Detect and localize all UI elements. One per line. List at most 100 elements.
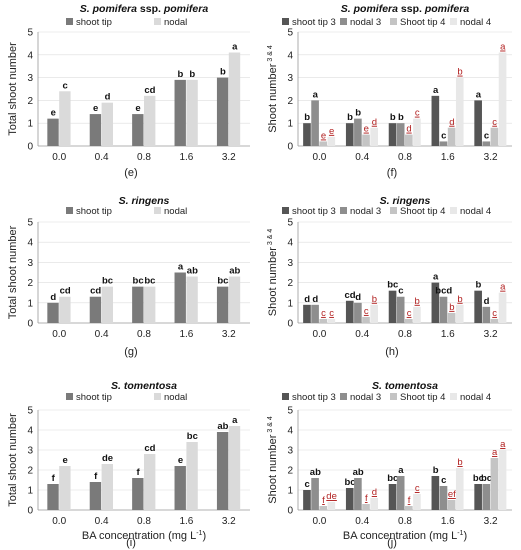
- significance-letter: b: [355, 108, 361, 119]
- significance-letter: cd: [344, 290, 355, 301]
- y-tick-label: 3: [287, 446, 293, 457]
- significance-letter: e: [62, 455, 67, 466]
- y-tick-label: 4: [287, 426, 293, 437]
- y-tick-label: 0: [287, 319, 293, 330]
- chart-title: S. pomifera ssp. pomifera: [80, 3, 209, 15]
- bar: [216, 77, 229, 146]
- bar: [47, 302, 59, 323]
- bar: [311, 100, 319, 146]
- bar: [327, 502, 336, 510]
- significance-letter: bc: [144, 276, 155, 287]
- significance-letter: f: [94, 471, 98, 482]
- significance-letter: d: [50, 292, 56, 303]
- legend-swatch: [66, 393, 73, 400]
- bar: [405, 318, 413, 323]
- y-tick-label: 5: [27, 406, 33, 417]
- bar: [228, 52, 241, 146]
- significance-letter: cd: [90, 286, 101, 297]
- y-axis-label: Total shoot number: [7, 42, 19, 136]
- bar: [327, 318, 336, 323]
- significance-letter: a: [232, 42, 238, 53]
- significance-letter: e: [329, 126, 334, 137]
- legend-label: nodal 3: [350, 206, 381, 217]
- chart-panel-g: 0 1 2 3 4 5 S. ringens Total shoot number shoot …: [7, 195, 250, 358]
- panel-label: (j): [387, 537, 397, 549]
- bar: [319, 141, 328, 146]
- significance-letter: e: [51, 108, 56, 119]
- y-axis-label: Total shoot number: [7, 413, 19, 507]
- chart-panel-j: 0 1 2 3 4 5 S. tomentosa Shoot number3 & 4 shoot…: [267, 380, 512, 549]
- bar: [132, 114, 144, 146]
- y-tick-label: 3: [27, 258, 33, 269]
- x-tick-label: 0.8: [398, 152, 412, 163]
- significance-letter: d: [406, 124, 411, 135]
- significance-letter: a: [433, 272, 439, 283]
- legend-swatch: [340, 207, 347, 214]
- significance-letter: a: [178, 262, 184, 273]
- significance-letter: e: [321, 130, 326, 141]
- bar: [132, 286, 144, 323]
- bar: [59, 466, 71, 510]
- significance-letter: c: [407, 308, 412, 319]
- significance-letter: b: [347, 112, 353, 123]
- significance-letter: b: [390, 112, 396, 123]
- significance-letter: c: [305, 479, 310, 490]
- chart-title: S. pomifera ssp. pomifera: [341, 3, 470, 15]
- significance-letter: b: [304, 112, 310, 123]
- bar: [319, 506, 328, 510]
- y-tick-label: 4: [27, 426, 33, 437]
- x-tick-label: 3.2: [484, 152, 498, 163]
- x-tick-label: 0.0: [312, 516, 326, 527]
- y-tick-label: 5: [27, 218, 33, 229]
- significance-letter: b: [457, 294, 462, 305]
- significance-letter: bc: [187, 431, 198, 442]
- bar: [303, 123, 311, 146]
- significance-letter: a: [500, 282, 506, 293]
- significance-letter: a: [492, 447, 498, 458]
- significance-letter: d: [484, 296, 490, 307]
- significance-letter: c: [364, 306, 369, 317]
- bar: [345, 123, 354, 146]
- legend-swatch: [154, 207, 161, 214]
- bar: [498, 52, 507, 146]
- x-tick-label: 1.6: [441, 329, 455, 340]
- significance-letter: b: [457, 67, 462, 78]
- significance-letter: c: [492, 117, 497, 128]
- bar: [228, 426, 241, 510]
- significance-letter: e: [93, 103, 98, 114]
- x-tick-label: 0.4: [355, 516, 369, 527]
- y-tick-label: 3: [27, 446, 33, 457]
- significance-letter: ab: [187, 266, 198, 277]
- x-tick-label: 0.0: [312, 152, 326, 163]
- significance-letter: b: [457, 457, 462, 468]
- y-tick-label: 2: [27, 278, 33, 289]
- chart-title: S. tomentosa: [111, 380, 177, 392]
- bar: [439, 296, 448, 323]
- bar: [186, 442, 198, 510]
- significance-letter: de: [326, 491, 337, 502]
- bar: [482, 141, 491, 146]
- legend-swatch: [390, 393, 397, 400]
- bar: [455, 77, 464, 146]
- legend-label: Shoot tip 4: [400, 392, 445, 403]
- significance-letter: b: [415, 296, 420, 307]
- significance-letter: bc: [344, 477, 355, 488]
- y-tick-label: 1: [27, 119, 33, 130]
- bar: [439, 141, 448, 146]
- x-axis-label: BA concentration (mg L-1): [343, 530, 467, 542]
- bar: [474, 100, 482, 146]
- y-tick-label: 4: [27, 50, 33, 61]
- bar: [144, 286, 156, 323]
- significance-letter: f: [365, 493, 368, 504]
- legend-swatch: [450, 393, 457, 400]
- bar: [405, 134, 413, 146]
- bar: [431, 95, 440, 146]
- bar: [354, 478, 362, 510]
- bar: [447, 500, 456, 510]
- bar: [186, 79, 198, 146]
- significance-letter: bcd: [435, 286, 452, 297]
- significance-letter: f: [408, 495, 411, 506]
- panel-label: (e): [124, 167, 137, 179]
- bar: [228, 276, 241, 323]
- significance-letter: d: [449, 117, 454, 128]
